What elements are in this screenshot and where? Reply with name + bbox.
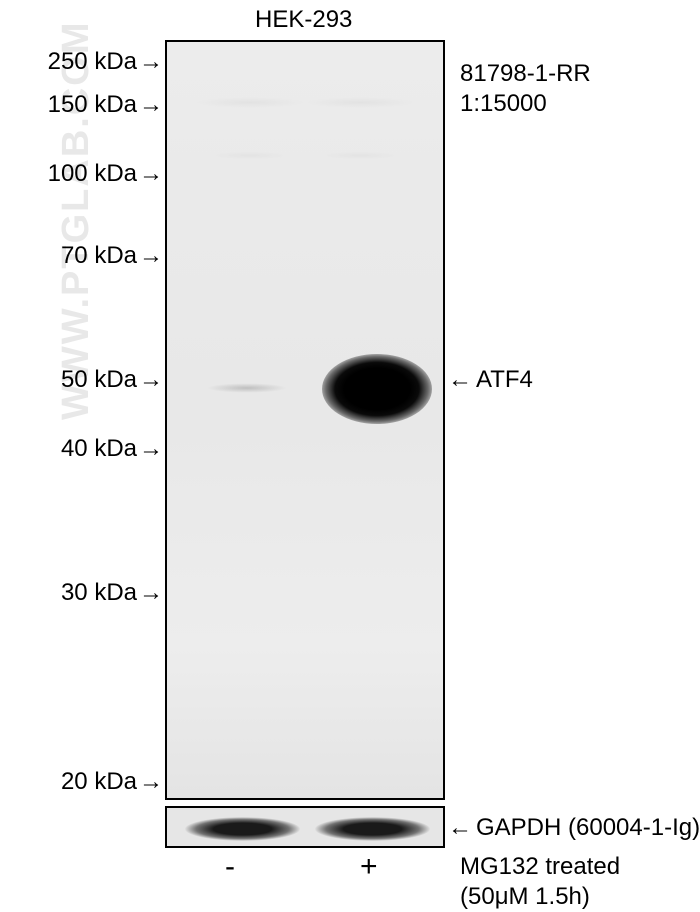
arrow-right-icon: →	[139, 48, 163, 75]
mw-marker-text: 30 kDa	[61, 579, 137, 606]
treatment-label-line2: (50μM 1.5h)	[460, 883, 590, 910]
mw-marker-text: 70 kDa	[61, 242, 137, 269]
mw-marker-text: 20 kDa	[61, 768, 137, 795]
mw-marker-label: 70 kDa→	[61, 242, 163, 270]
mw-marker-text: 40 kDa	[61, 435, 137, 462]
gapdh-band-lane-plus	[315, 817, 430, 841]
antibody-catalog: 81798-1-RR	[460, 60, 591, 88]
blot-main-membrane	[165, 40, 445, 800]
watermark-text: WWW.PTGLAB.COM	[55, 21, 98, 420]
gapdh-band-lane-minus	[185, 817, 300, 841]
arrow-left-icon: ←	[448, 814, 472, 842]
treatment-minus-symbol: -	[225, 850, 235, 884]
mw-marker-text: 150 kDa	[48, 91, 137, 118]
loading-control-text: GAPDH (60004-1-Ig)	[476, 814, 700, 841]
arrow-right-icon: →	[139, 579, 163, 606]
mw-marker-label: 40 kDa→	[61, 435, 163, 463]
arrow-right-icon: →	[139, 768, 163, 795]
mw-marker-label: 30 kDa→	[61, 579, 163, 607]
blot-gapdh-membrane	[165, 806, 445, 848]
mw-marker-label: 250 kDa→	[48, 48, 163, 76]
loading-control-label: ←GAPDH (60004-1-Ig)	[448, 814, 700, 842]
treatment-label: MG132 treated (50μM 1.5h)	[460, 852, 620, 912]
mw-marker-text: 100 kDa	[48, 160, 137, 187]
mw-marker-label: 50 kDa→	[61, 366, 163, 394]
arrow-left-icon: ←	[448, 366, 472, 394]
target-band-text: ATF4	[476, 366, 533, 393]
treatment-plus-symbol: +	[360, 850, 378, 884]
treatment-label-line1: MG132 treated	[460, 853, 620, 880]
arrow-right-icon: →	[139, 366, 163, 393]
arrow-right-icon: →	[139, 435, 163, 462]
arrow-right-icon: →	[139, 242, 163, 269]
antibody-dilution: 1:15000	[460, 90, 547, 118]
mw-marker-label: 150 kDa→	[48, 91, 163, 119]
sample-label: HEK-293	[255, 6, 352, 34]
mw-marker-text: 250 kDa	[48, 48, 137, 75]
atf4-band-lane-minus	[197, 382, 297, 394]
arrow-right-icon: →	[139, 160, 163, 187]
mw-marker-text: 50 kDa	[61, 366, 137, 393]
mw-marker-label: 20 kDa→	[61, 768, 163, 796]
target-band-label: ←ATF4	[448, 366, 533, 394]
mw-marker-label: 100 kDa→	[48, 160, 163, 188]
atf4-band-lane-plus	[322, 354, 432, 424]
figure-root: WWW.PTGLAB.COM HEK-293 250 kDa→150 kDa→1…	[0, 0, 700, 903]
arrow-right-icon: →	[139, 91, 163, 118]
